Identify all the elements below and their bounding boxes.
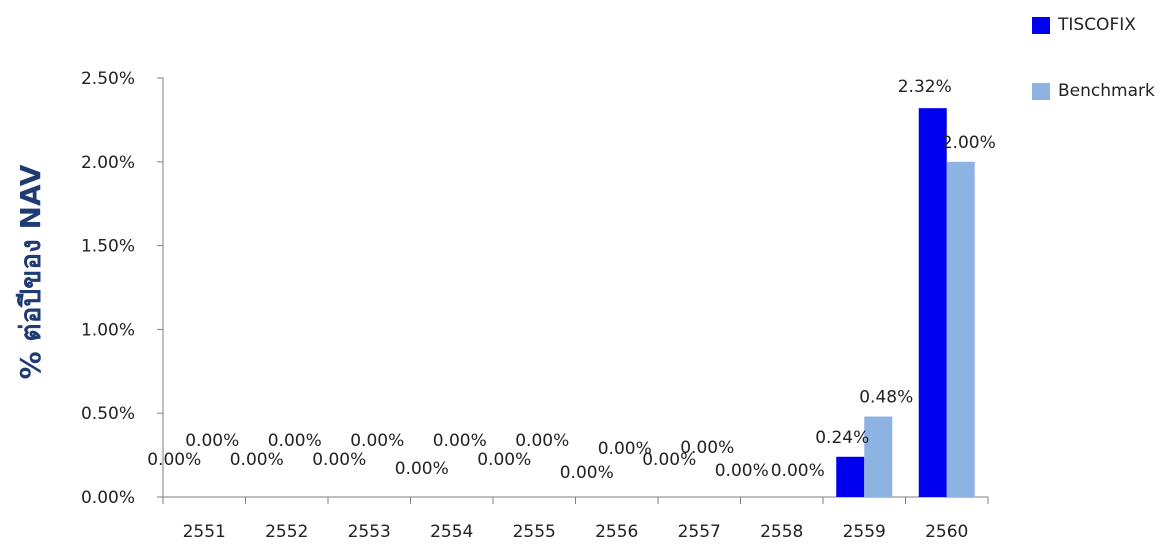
data-label-benchmark-2552: 0.00% bbox=[268, 431, 322, 451]
y-axis-label: % ต่อปีของ NAV bbox=[14, 164, 47, 379]
x-tick-label: 2552 bbox=[265, 522, 308, 542]
x-tick-label: 2555 bbox=[513, 522, 556, 542]
data-label-tiscofix-2556: 0.00% bbox=[560, 463, 614, 483]
legend-label-benchmark: Benchmark bbox=[1058, 81, 1155, 101]
bar-tiscofix-2559 bbox=[836, 456, 865, 497]
data-label-tiscofix-2558: 0.00% bbox=[715, 461, 769, 481]
bars bbox=[836, 108, 975, 498]
data-label-tiscofix-2551: 0.00% bbox=[147, 450, 201, 470]
y-tick-label: 2.00% bbox=[81, 153, 135, 173]
x-tick-label: 2553 bbox=[348, 522, 391, 542]
data-label-benchmark-2553: 0.00% bbox=[350, 431, 404, 451]
data-label-tiscofix-2553: 0.00% bbox=[312, 450, 366, 470]
data-label-tiscofix-2560: 2.32% bbox=[898, 77, 952, 97]
bar-benchmark-2559 bbox=[864, 416, 893, 497]
data-labels: 0.00%0.00%0.00%0.00%0.00%0.00%0.00%0.00%… bbox=[147, 77, 996, 483]
x-tick-label: 2558 bbox=[760, 522, 803, 542]
data-label-benchmark-2560: 2.00% bbox=[942, 133, 996, 153]
x-tick-label: 2554 bbox=[430, 522, 473, 542]
legend: TISCOFIX Benchmark bbox=[1032, 15, 1155, 101]
data-label-tiscofix-2559: 0.24% bbox=[815, 428, 869, 448]
bar-benchmark-2560 bbox=[946, 161, 975, 498]
data-label-tiscofix-2554: 0.00% bbox=[395, 459, 449, 479]
y-tick-label: 0.50% bbox=[81, 404, 135, 424]
y-tick-label: 1.50% bbox=[81, 237, 135, 257]
data-label-benchmark-2554: 0.00% bbox=[433, 431, 487, 451]
bar-tiscofix-2560 bbox=[918, 108, 947, 497]
data-label-benchmark-2556: 0.00% bbox=[598, 439, 652, 459]
y-tick-label: 0.00% bbox=[81, 488, 135, 508]
legend-label-tiscofix: TISCOFIX bbox=[1057, 15, 1136, 35]
data-label-tiscofix-2557: 0.00% bbox=[642, 450, 696, 470]
x-tick-label: 2556 bbox=[595, 522, 638, 542]
data-label-tiscofix-2552: 0.00% bbox=[230, 450, 284, 470]
y-tick-label: 1.00% bbox=[81, 320, 135, 340]
data-label-benchmark-2559: 0.48% bbox=[859, 388, 913, 408]
data-label-benchmark-2557: 0.00% bbox=[680, 438, 734, 458]
x-tick-label: 2551 bbox=[183, 522, 226, 542]
data-label-benchmark-2555: 0.00% bbox=[515, 431, 569, 451]
data-label-benchmark-2558: 0.00% bbox=[771, 461, 825, 481]
y-ticks: 0.00% 0.50% 1.00% 1.50% 2.00% 2.50% bbox=[81, 69, 163, 508]
legend-swatch-tiscofix bbox=[1032, 17, 1050, 34]
x-tick-label: 2559 bbox=[843, 522, 886, 542]
data-label-tiscofix-2555: 0.00% bbox=[477, 450, 531, 470]
x-tick-label: 2560 bbox=[925, 522, 968, 542]
x-tick-label: 2557 bbox=[678, 522, 721, 542]
x-ticks: 2551 2552 2553 2554 2555 2556 2557 2558 2559 2560 bbox=[162, 497, 989, 542]
y-tick-label: 2.50% bbox=[81, 69, 135, 89]
data-label-benchmark-2551: 0.00% bbox=[185, 431, 239, 451]
legend-swatch-benchmark bbox=[1032, 83, 1050, 100]
